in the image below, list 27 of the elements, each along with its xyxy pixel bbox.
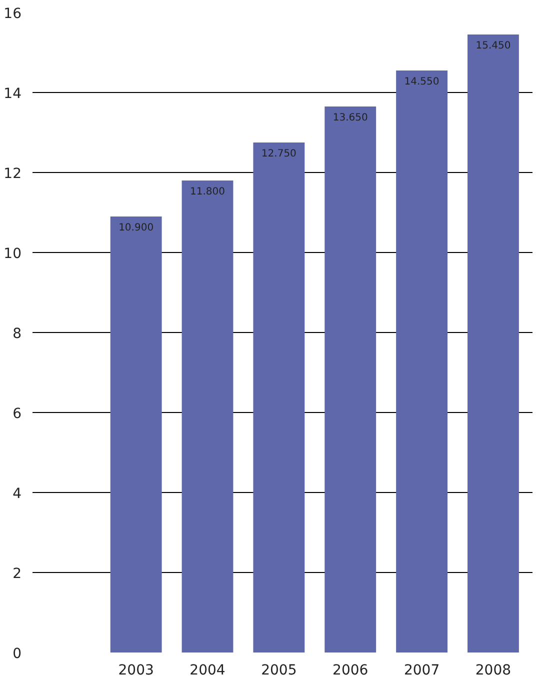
bar — [110, 216, 162, 652]
y-tick-label: 10 — [4, 246, 22, 262]
bar — [396, 70, 448, 652]
bar — [468, 34, 519, 652]
y-tick-label: 12 — [4, 166, 22, 182]
y-tick-label: 2 — [12, 566, 22, 582]
data-label: 13.650 — [332, 112, 368, 124]
data-label: 15.450 — [476, 40, 511, 52]
data-label: 14.550 — [404, 76, 440, 88]
bar — [182, 180, 234, 652]
y-tick-label: 14 — [4, 86, 22, 102]
x-tick-label: 2003 — [118, 662, 154, 677]
bar — [324, 106, 376, 652]
y-tick-label: 4 — [12, 486, 22, 502]
y-tick-label: 0 — [12, 646, 22, 662]
data-label: 10.900 — [118, 222, 154, 234]
x-tick-label: 2008 — [475, 662, 512, 677]
x-tick-label: 2006 — [332, 662, 368, 677]
y-tick-label: 6 — [12, 406, 22, 422]
data-label: 11.800 — [190, 186, 226, 198]
x-tick-label: 2007 — [404, 662, 440, 677]
y-tick-label: 8 — [12, 326, 22, 342]
y-tick-label: 16 — [4, 6, 22, 22]
data-label: 12.750 — [261, 148, 296, 160]
x-tick-label: 2004 — [190, 662, 226, 677]
x-tick-label: 2005 — [261, 662, 297, 677]
bar — [253, 142, 305, 652]
